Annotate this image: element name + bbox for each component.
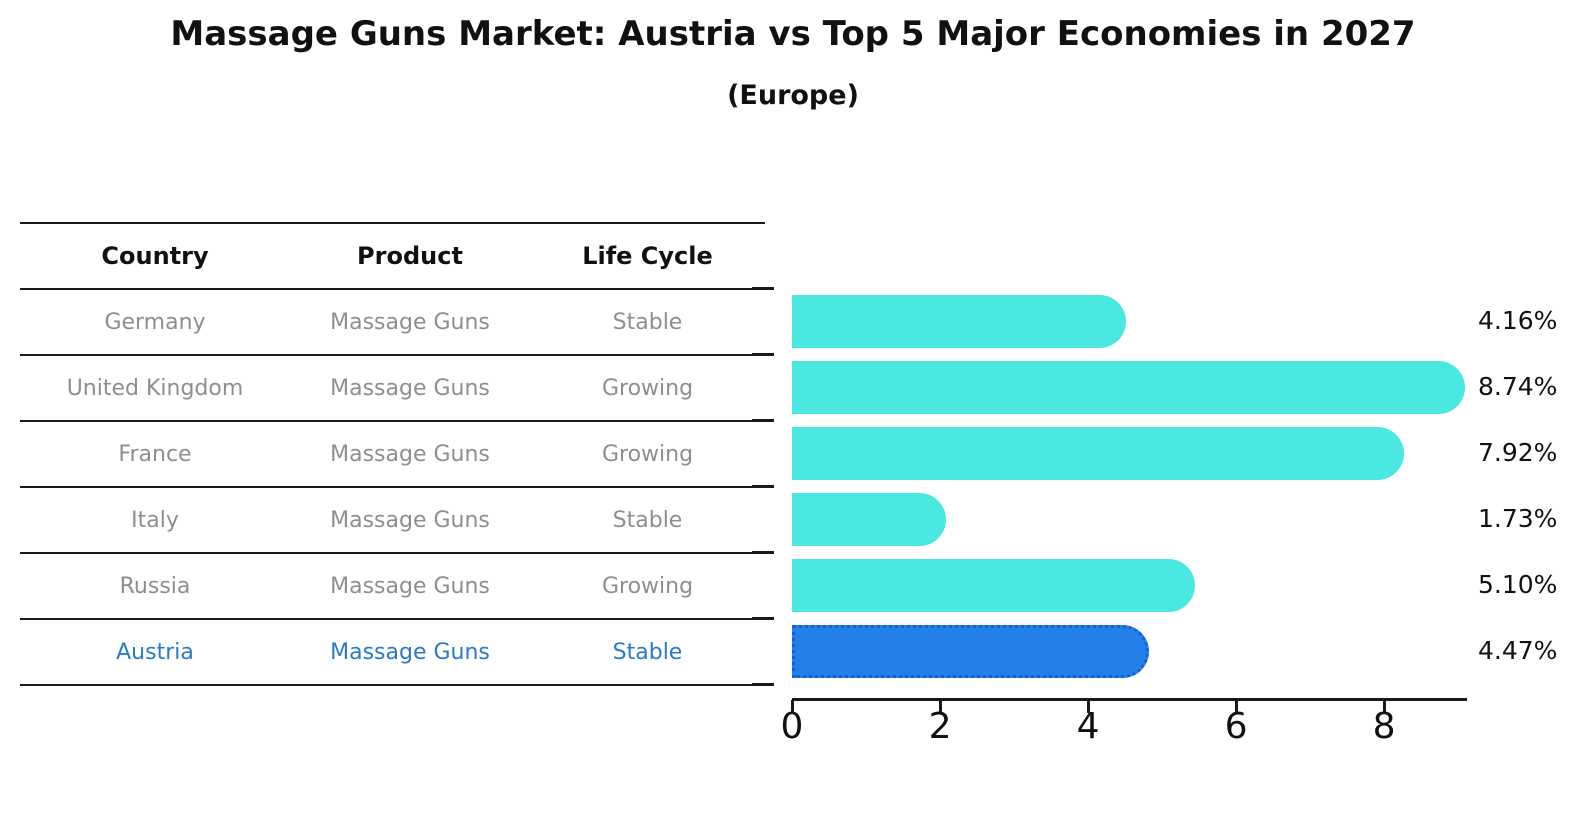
y-axis-tick: [752, 352, 774, 356]
bar-germany: [792, 294, 1126, 348]
value-label-united-kingdom: 8.74%: [1478, 372, 1558, 401]
chart-title: Massage Guns Market: Austria vs Top 5 Ma…: [170, 14, 1416, 54]
x-axis-tick: [790, 700, 794, 713]
value-label-france: 7.92%: [1478, 438, 1558, 467]
bar-chart: 0 2 4 6 8: [752, 286, 1467, 747]
x-axis-line: [792, 698, 1467, 701]
table-header-country: Country: [101, 242, 209, 270]
y-axis-tick: [752, 286, 774, 290]
bar-united-kingdom: [792, 360, 1465, 414]
bar-austria: [792, 624, 1149, 678]
value-label-germany: 4.16%: [1478, 306, 1558, 335]
cell-country: France: [118, 441, 192, 467]
bar-russia: [792, 558, 1196, 612]
table-header-life-cycle: Life Cycle: [582, 242, 713, 270]
y-axis-tick: [752, 484, 774, 488]
y-axis-tick: [752, 550, 774, 554]
table-header-row: Country Product Life Cycle: [20, 224, 765, 290]
country-table: Country Product Life Cycle Germany Massage G…: [20, 222, 765, 686]
x-tick-label-8: 8: [1372, 706, 1396, 747]
value-label-austria: 4.47%: [1478, 636, 1558, 665]
cell-life-cycle: Growing: [601, 573, 694, 599]
cell-country: United Kingdom: [66, 375, 244, 401]
cell-country: Austria: [116, 639, 194, 665]
x-tick-label-2: 2: [928, 706, 952, 747]
y-axis-tick: [752, 418, 774, 422]
value-label-italy: 1.73%: [1478, 504, 1558, 533]
x-tick-label-4: 4: [1076, 706, 1100, 747]
table-row-russia: Russia Massage Guns Growing: [20, 554, 765, 620]
table-row-france: France Massage Guns Growing: [20, 422, 765, 488]
x-tick-label-0: 0: [780, 706, 804, 747]
x-axis-tick: [1086, 700, 1090, 713]
chart-subtitle: (Europe): [727, 80, 859, 111]
cell-life-cycle: Stable: [612, 639, 683, 665]
cell-life-cycle: Growing: [601, 375, 694, 401]
bar-italy: [792, 492, 947, 546]
table-row-austria: Austria Massage Guns Stable: [20, 620, 765, 686]
cell-product: Massage Guns: [330, 441, 490, 467]
cell-life-cycle: Growing: [601, 441, 694, 467]
cell-country: Russia: [119, 573, 191, 599]
cell-country: Italy: [131, 507, 179, 533]
table-row-italy: Italy Massage Guns Stable: [20, 488, 765, 554]
cell-product: Massage Guns: [330, 573, 490, 599]
y-axis-tick: [752, 616, 774, 620]
value-label-russia: 5.10%: [1478, 570, 1558, 599]
x-axis-tick: [1382, 700, 1386, 713]
cell-product: Massage Guns: [330, 375, 490, 401]
x-axis-tick: [1234, 700, 1238, 713]
y-axis-tick: [752, 682, 774, 686]
cell-product: Massage Guns: [330, 507, 490, 533]
cell-product: Massage Guns: [330, 639, 490, 665]
cell-life-cycle: Stable: [612, 309, 683, 335]
x-tick-label-6: 6: [1224, 706, 1248, 747]
bar-france: [792, 426, 1405, 480]
cell-country: Germany: [104, 309, 206, 335]
cell-product: Massage Guns: [330, 309, 490, 335]
cell-life-cycle: Stable: [612, 507, 683, 533]
x-axis-tick: [938, 700, 942, 713]
table-row-germany: Germany Massage Guns Stable: [20, 290, 765, 356]
table-row-united-kingdom: United Kingdom Massage Guns Growing: [20, 356, 765, 422]
table-header-product: Product: [357, 242, 463, 270]
